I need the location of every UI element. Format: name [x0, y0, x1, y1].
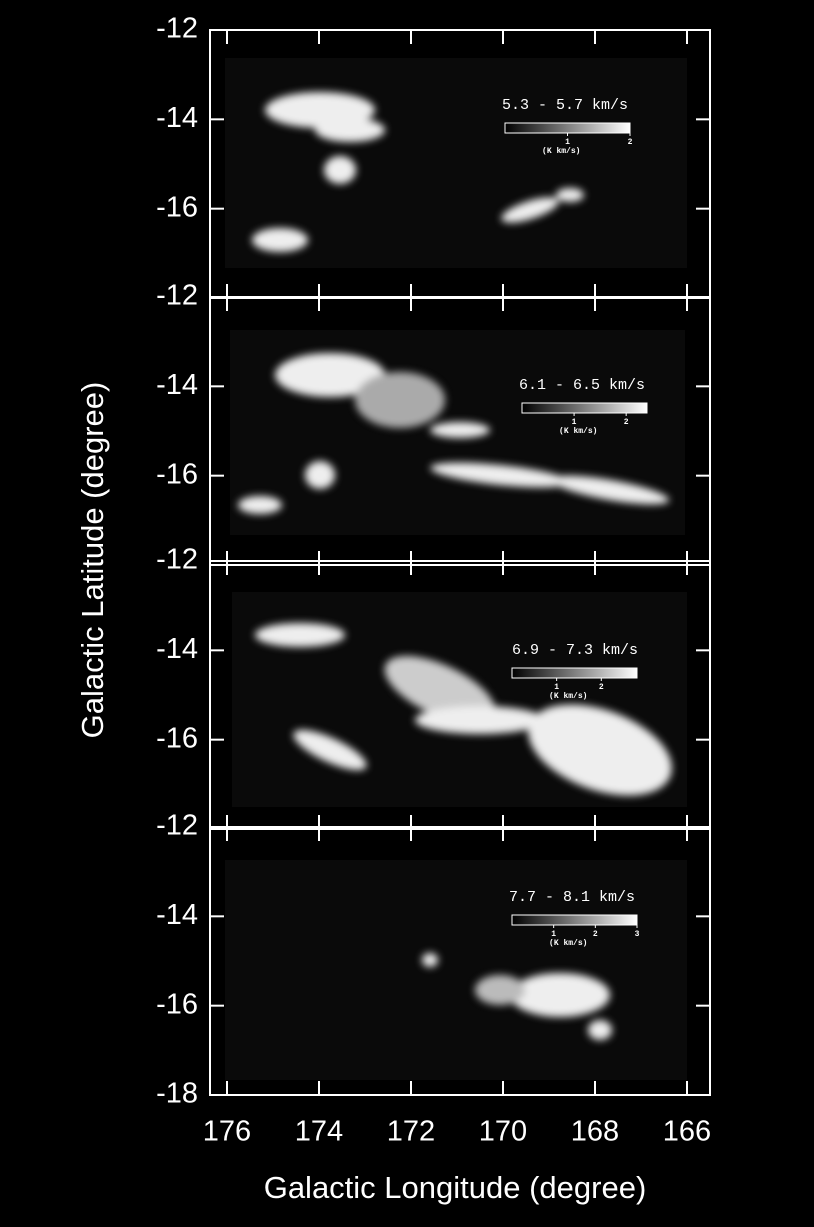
colorbar-label: (K km/s)	[549, 939, 587, 948]
x-tick-label: 172	[387, 1116, 435, 1148]
colorbar-tick-label: 1	[551, 930, 556, 939]
y-tick-label: -12	[156, 280, 198, 312]
y-tick-label: -14	[156, 899, 198, 931]
panel-label: 7.7 - 8.1 km/s	[509, 889, 635, 906]
panel-label: 6.1 - 6.5 km/s	[519, 377, 645, 394]
colorbar	[521, 402, 648, 414]
y-tick-label: -12	[156, 544, 198, 576]
y-tick-label: -16	[156, 191, 198, 223]
colorbar-label: (K km/s)	[542, 147, 580, 156]
colorbar-tick-label: 1	[554, 683, 559, 692]
panel-label: 6.9 - 7.3 km/s	[512, 642, 638, 659]
x-axis-label: Galactic Longitude (degree)	[264, 1170, 647, 1205]
y-tick-label: -16	[156, 722, 198, 754]
y-tick-label: -16	[156, 458, 198, 490]
colorbar-label: (K km/s)	[549, 692, 587, 701]
panel-label: 5.3 - 5.7 km/s	[502, 97, 628, 114]
y-tick-label: -14	[156, 369, 198, 401]
panel-frame	[209, 560, 711, 830]
colorbar	[511, 914, 638, 926]
panel-frame	[209, 826, 711, 1096]
y-tick-label: -16	[156, 988, 198, 1020]
x-tick-label: 174	[295, 1116, 343, 1148]
emission-maps	[225, 58, 687, 1080]
colorbar-tick-label: 1	[565, 138, 570, 147]
x-tick-label: 170	[479, 1116, 527, 1148]
x-tick-label: 166	[663, 1116, 711, 1148]
y-tick-label: -12	[156, 810, 198, 842]
colorbar	[511, 667, 638, 679]
y-axis-label: Galactic Latitude (degree)	[75, 382, 110, 739]
map-background	[225, 860, 687, 1080]
y-tick-label: -14	[156, 633, 198, 665]
emission	[238, 92, 672, 1040]
colorbar	[504, 122, 631, 134]
colorbar-tick-label: 2	[593, 930, 598, 939]
y-tick-label: -12	[156, 13, 198, 45]
colorbar-label: (K km/s)	[559, 427, 597, 436]
y-tick-label: -14	[156, 102, 198, 134]
colorbar-tick-label: 2	[599, 683, 604, 692]
y-tick-label: -18	[156, 1078, 198, 1110]
colorbar-tick-label: 2	[628, 138, 633, 147]
colorbar-tick-label: 3	[635, 930, 640, 939]
colorbar-tick-label: 2	[624, 418, 629, 427]
panel-frame	[209, 296, 711, 566]
colorbar-tick-label: 1	[572, 418, 577, 427]
x-tick-label: 176	[203, 1116, 251, 1148]
x-tick-label: 168	[571, 1116, 619, 1148]
